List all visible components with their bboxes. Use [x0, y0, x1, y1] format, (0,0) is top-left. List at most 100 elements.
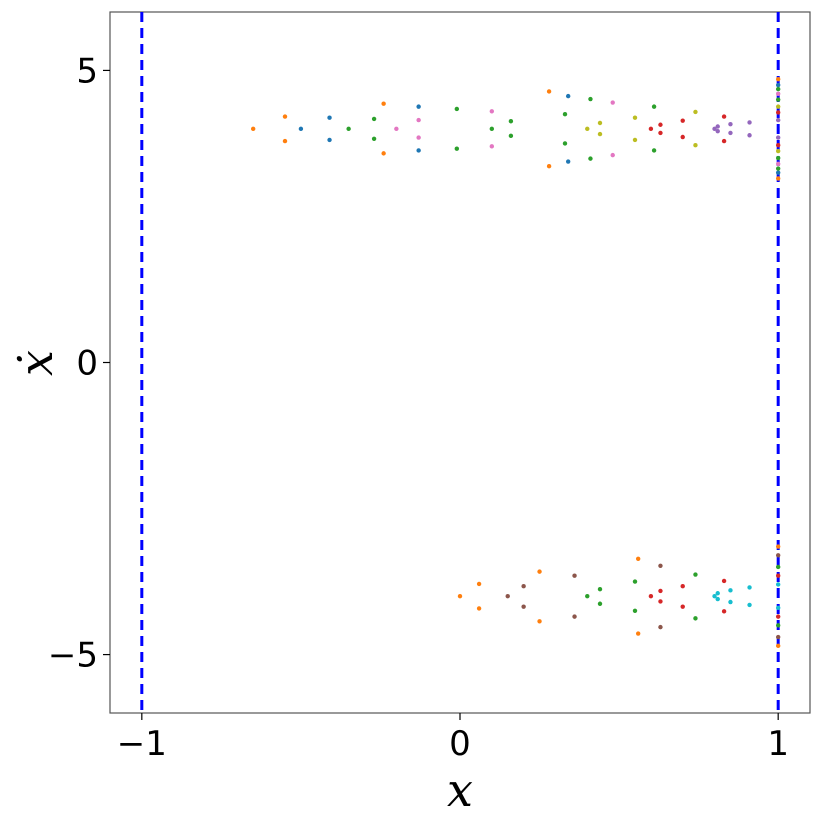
orbit-point — [658, 588, 663, 594]
orbit-point — [728, 121, 733, 127]
orbit-point — [457, 593, 463, 599]
orbit-point — [537, 619, 542, 624]
orbit-point — [416, 148, 421, 153]
orbit-point — [775, 623, 781, 628]
orbit-point — [680, 584, 685, 589]
orbit-point — [327, 137, 332, 143]
orbit-point — [658, 130, 663, 136]
orbit-point — [489, 109, 495, 114]
orbit-point — [721, 114, 727, 119]
orbit-point — [610, 152, 615, 158]
orbit-point — [658, 122, 663, 127]
orbit-point — [454, 106, 460, 112]
orbit-point — [597, 131, 603, 137]
orbit-point — [775, 614, 781, 619]
orbit-point — [632, 115, 638, 120]
orbit-point — [775, 544, 781, 549]
orbit-point — [693, 109, 698, 115]
y-axis-label: ẋ — [9, 350, 63, 376]
orbit-point — [562, 141, 568, 146]
orbit-point — [775, 110, 781, 115]
orbit-point — [775, 91, 781, 96]
x-tick-label: 0 — [449, 724, 471, 764]
orbit-point — [775, 76, 781, 82]
orbit-point — [680, 118, 685, 123]
orbit-point — [715, 124, 720, 129]
orbit-point — [775, 166, 781, 171]
orbit-point — [588, 156, 593, 161]
orbit-point — [635, 631, 641, 636]
orbit-point — [693, 572, 698, 577]
orbit-point — [371, 116, 377, 122]
orbit-point — [715, 596, 720, 602]
orbit-point — [572, 573, 577, 578]
orbit-point — [712, 126, 717, 132]
orbit-point — [250, 126, 256, 132]
orbit-point — [537, 569, 542, 574]
orbit-point — [775, 170, 781, 175]
orbit-point — [546, 164, 552, 169]
orbit-point — [680, 134, 685, 140]
orbit-point — [416, 135, 421, 140]
orbit-point — [775, 643, 781, 649]
orbit-point — [632, 579, 638, 584]
orbit-point — [565, 159, 571, 164]
orbit-point — [747, 120, 752, 125]
orbit-point — [651, 148, 657, 153]
orbit-point — [381, 101, 386, 106]
orbit-point — [505, 593, 510, 599]
orbit-point — [346, 126, 351, 132]
orbit-point — [597, 586, 603, 592]
orbit-point — [775, 148, 781, 154]
orbit-point — [775, 104, 781, 109]
orbit-point — [775, 161, 781, 167]
orbit-point — [775, 582, 781, 587]
orbit-point — [775, 142, 781, 148]
orbit-point — [610, 100, 615, 105]
orbit-point — [371, 136, 377, 141]
y-tick-label: −5 — [48, 636, 98, 676]
orbit-point — [597, 601, 603, 606]
orbit-point — [658, 563, 663, 568]
orbit-point — [728, 588, 733, 593]
orbit-point — [693, 142, 698, 148]
orbit-point — [775, 573, 781, 578]
orbit-point — [775, 82, 781, 88]
orbit-point — [489, 126, 495, 132]
orbit-point — [775, 135, 781, 140]
orbit-point — [775, 86, 781, 92]
orbit-point — [508, 133, 514, 139]
orbit-point — [775, 97, 781, 102]
orbit-point — [648, 593, 654, 599]
plot-frame — [109, 11, 811, 714]
orbit-point — [327, 115, 332, 120]
x-axis-label: x — [447, 763, 473, 817]
orbit-point — [416, 104, 421, 109]
orbit-point — [721, 138, 727, 144]
y-tick-label: 0 — [76, 344, 98, 384]
orbit-point — [747, 602, 752, 608]
orbit-point — [715, 128, 720, 134]
orbit-point — [658, 624, 663, 630]
orbit-point — [298, 126, 304, 132]
orbit-point — [632, 608, 638, 613]
orbit-point — [680, 604, 685, 609]
x-tick-label: 1 — [767, 724, 789, 764]
orbit-point — [597, 120, 603, 126]
orbit-point — [775, 564, 781, 570]
orbit-point — [658, 599, 663, 604]
orbit-point — [648, 126, 654, 132]
orbit-point — [521, 584, 526, 589]
orbit-point — [489, 144, 495, 149]
orbit-point — [775, 176, 781, 181]
orbit-point — [588, 96, 593, 102]
orbit-point — [381, 151, 386, 156]
orbit-point — [747, 585, 752, 590]
orbit-point — [508, 119, 514, 124]
orbit-point — [651, 104, 657, 109]
orbit-point — [775, 553, 781, 558]
orbit-point — [521, 604, 526, 609]
orbit-point — [585, 593, 590, 599]
orbit-point — [394, 126, 399, 132]
